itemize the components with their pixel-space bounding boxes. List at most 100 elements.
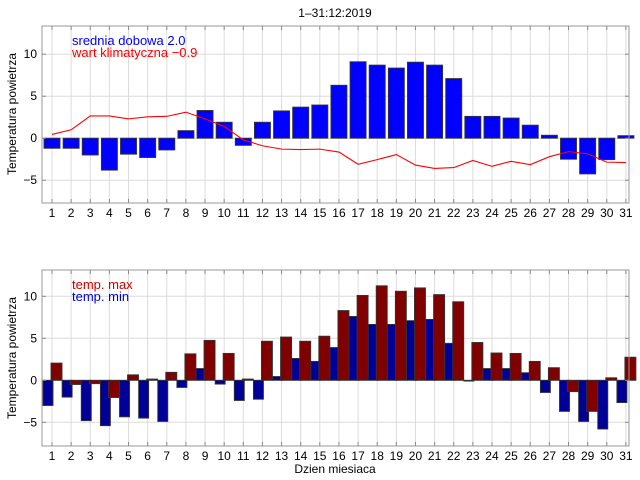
- plot-frame: [41, 25, 630, 204]
- bar-srednia-dobowa-day-30: [598, 137, 616, 161]
- bar-srednia-dobowa-day-18: [368, 64, 386, 139]
- bar-srednia-dobowa-day-24: [483, 115, 501, 139]
- x-tick-label: 27: [543, 449, 557, 463]
- bar-temp-max-day-12: [260, 340, 273, 381]
- legend-entry-mean: srednia dobowa 2.0: [72, 33, 185, 48]
- bar-temp-max-day-24: [490, 352, 503, 381]
- x-tick-label: 2: [68, 206, 75, 220]
- bar-srednia-dobowa-day-27: [540, 134, 558, 139]
- bar-temp-max-day-28: [567, 379, 579, 393]
- bar-temp-max-day-31: [624, 356, 637, 381]
- x-tick-label: 20: [409, 449, 423, 463]
- bar-srednia-dobowa-day-4: [100, 137, 118, 171]
- x-tick-label: 18: [371, 206, 385, 220]
- x-tick-label: 8: [183, 206, 190, 220]
- x-tick-label: 30: [600, 449, 614, 463]
- y-tick-label: −5: [23, 415, 37, 429]
- y-axis-label: Temperatura powietrza: [5, 297, 19, 419]
- x-tick-label: 6: [144, 449, 151, 463]
- x-tick-label: 15: [313, 449, 327, 463]
- x-tick-label: 17: [351, 206, 365, 220]
- x-tick-label: 24: [485, 206, 499, 220]
- x-tick-label: 12: [256, 206, 270, 220]
- y-axis-label: Temperatura powietrza: [5, 53, 19, 175]
- bar-temp-max-day-17: [356, 295, 369, 381]
- x-tick-label: 17: [351, 449, 365, 463]
- y-tick-label: 5: [30, 89, 37, 103]
- bar-srednia-dobowa-day-6: [139, 137, 157, 158]
- x-axis-label: Dzien miesiaca: [294, 462, 376, 476]
- bar-temp-max-day-15: [318, 335, 331, 381]
- bar-temp-max-day-25: [509, 352, 522, 381]
- x-tick-label: 3: [87, 206, 94, 220]
- x-tick-label: 4: [106, 206, 113, 220]
- bar-temp-min-day-3: [80, 379, 92, 422]
- bar-temp-min-day-30: [597, 379, 609, 430]
- bar-srednia-dobowa-day-9: [196, 110, 214, 139]
- x-tick-label: 20: [409, 206, 423, 220]
- bar-temp-min-day-6: [138, 379, 150, 419]
- bar-temp-max-day-9: [203, 339, 216, 381]
- x-tick-label: 19: [390, 449, 404, 463]
- legend-entry-climate: wart klimatyczna −0.9: [71, 45, 197, 60]
- bar-srednia-dobowa-day-10: [215, 121, 233, 139]
- x-tick-label: 31: [619, 206, 633, 220]
- bar-temp-max-day-7: [165, 371, 178, 381]
- x-tick-label: 26: [524, 449, 538, 463]
- bar-srednia-dobowa-day-7: [158, 137, 176, 151]
- y-tick-label: 10: [24, 47, 38, 61]
- bar-srednia-dobowa-day-16: [330, 84, 348, 139]
- x-tick-label: 30: [600, 206, 614, 220]
- x-tick-label: 13: [275, 449, 289, 463]
- bar-srednia-dobowa-day-29: [579, 137, 597, 175]
- bar-temp-max-day-30: [605, 377, 618, 381]
- bar-temp-min-day-5: [119, 379, 130, 418]
- bar-srednia-dobowa-day-8: [177, 130, 195, 139]
- lines: [51, 111, 626, 169]
- x-tick-label: 22: [447, 206, 461, 220]
- x-tick-label: 1: [49, 206, 56, 220]
- bar-temp-max-day-20: [414, 287, 426, 381]
- bar-temp-max-day-4: [107, 379, 120, 398]
- bar-srednia-dobowa-day-22: [445, 78, 463, 139]
- x-tick-label: 25: [504, 449, 518, 463]
- bar-temp-max-day-21: [433, 294, 446, 381]
- bar-temp-min-day-28: [559, 379, 570, 412]
- bar-temp-min-day-1: [42, 379, 54, 406]
- bar-temp-min-day-8: [176, 379, 188, 388]
- x-tick-label: 9: [202, 449, 209, 463]
- bar-temp-max-day-29: [586, 379, 599, 412]
- bar-srednia-dobowa-day-3: [81, 137, 99, 156]
- plot-frame: [41, 269, 630, 447]
- x-tick-label: 5: [125, 206, 132, 220]
- bar-srednia-dobowa-day-14: [292, 106, 310, 139]
- bar-temp-max-day-5: [127, 374, 139, 381]
- y-tick-label: 10: [24, 289, 38, 303]
- x-tick-labels: 1 2 3 4 5 6 7 8 9 10 11 12 13 14 15 16 17 18 19 20 21 22 23 24 2…: [49, 449, 633, 463]
- x-tick-label: 7: [163, 449, 170, 463]
- x-tick-label: 21: [428, 206, 442, 220]
- x-tick-label: 14: [294, 449, 308, 463]
- bar-temp-min-day-4: [99, 379, 111, 427]
- x-tick-label: 16: [332, 206, 346, 220]
- bar-srednia-dobowa-day-2: [62, 137, 80, 149]
- x-tick-label: 26: [524, 206, 538, 220]
- y-tick-labels: −5 0 5 10: [23, 47, 37, 187]
- bar-temp-min-day-31: [616, 379, 628, 404]
- bar-temp-min-day-10: [214, 379, 226, 385]
- x-tick-label: 23: [466, 449, 480, 463]
- bar-srednia-dobowa-day-1: [43, 137, 61, 149]
- x-tick-label: 28: [562, 206, 576, 220]
- chart-title: 1–31:12:2019: [298, 6, 372, 20]
- bar-temp-max-day-3: [88, 379, 101, 385]
- x-tick-label: 11: [237, 449, 250, 463]
- x-tick-label: 31: [619, 449, 633, 463]
- bar-srednia-dobowa-day-28: [560, 137, 577, 160]
- x-tick-label: 21: [428, 449, 442, 463]
- bar-srednia-dobowa-day-15: [311, 104, 329, 139]
- bar-temp-max-day-2: [69, 379, 82, 385]
- x-tick-label: 10: [217, 449, 231, 463]
- bar-srednia-dobowa-day-25: [502, 117, 520, 139]
